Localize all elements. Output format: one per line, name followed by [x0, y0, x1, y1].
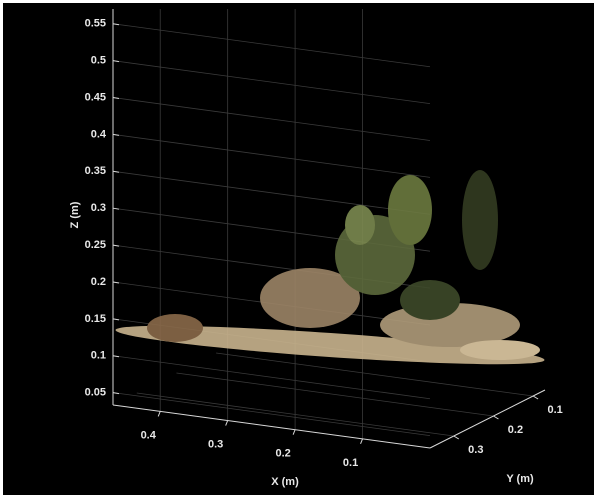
- y-tick: [532, 395, 539, 400]
- z-tick: [112, 23, 120, 26]
- x-tick: [157, 411, 161, 417]
- z-tick: [112, 60, 120, 63]
- x-tick-label: 0.3: [208, 438, 223, 450]
- z-tick: [112, 244, 120, 247]
- z-grid-line: [112, 355, 431, 400]
- y-tick-label: 0.1: [547, 404, 562, 416]
- z-tick: [112, 355, 120, 358]
- z-tick: [112, 133, 120, 136]
- x-tick: [225, 420, 229, 426]
- x-axis-label: X (m): [271, 476, 299, 488]
- plot-background: [3, 3, 594, 495]
- y-grid-line: [176, 372, 494, 417]
- z-tick-label: 0.05: [85, 387, 106, 399]
- z-tick: [112, 281, 120, 284]
- z-grid-line: [112, 170, 431, 215]
- z-tick-label: 0.2: [91, 276, 106, 288]
- z-tick: [112, 318, 120, 321]
- z-grid-line: [112, 23, 431, 68]
- y-axis-label: Y (m): [506, 473, 534, 485]
- z-tick-label: 0.3: [91, 202, 106, 214]
- y-tick-label: 0.2: [508, 424, 523, 436]
- point-cloud: [115, 170, 545, 365]
- z-tick-label: 0.1: [91, 350, 106, 362]
- z-tick: [112, 392, 120, 395]
- y-tick: [493, 415, 499, 420]
- x-tick: [360, 438, 364, 445]
- x-tick: [292, 429, 296, 435]
- z-grid-line: [112, 60, 431, 105]
- z-tick: [112, 97, 120, 100]
- x-tick-label: 0.1: [343, 457, 358, 469]
- z-tick-label: 0.25: [85, 239, 106, 251]
- y-grid-line: [216, 352, 534, 397]
- z-tick-label: 0.45: [85, 91, 106, 103]
- z-grid-line: [112, 97, 431, 141]
- z-tick-label: 0.4: [91, 128, 107, 140]
- z-tick-label: 0.5: [91, 55, 106, 67]
- y-grid-line: [136, 392, 454, 437]
- z-tick-label: 0.35: [85, 165, 106, 177]
- z-tick-label: 0.15: [85, 313, 106, 325]
- x-axis: [112, 404, 431, 449]
- z-tick-label: 0.55: [85, 18, 106, 30]
- z-axis-label: Z (m): [69, 201, 81, 228]
- z-tick: [112, 170, 120, 173]
- x-tick-label: 0.4: [141, 429, 157, 441]
- y-tick: [453, 435, 460, 440]
- z-grid-line: [112, 134, 431, 178]
- y-axis: [429, 389, 546, 449]
- x-tick-label: 0.2: [275, 448, 290, 460]
- z-tick: [112, 207, 120, 210]
- y-tick-label: 0.3: [468, 444, 483, 456]
- z-grid-line: [112, 392, 431, 437]
